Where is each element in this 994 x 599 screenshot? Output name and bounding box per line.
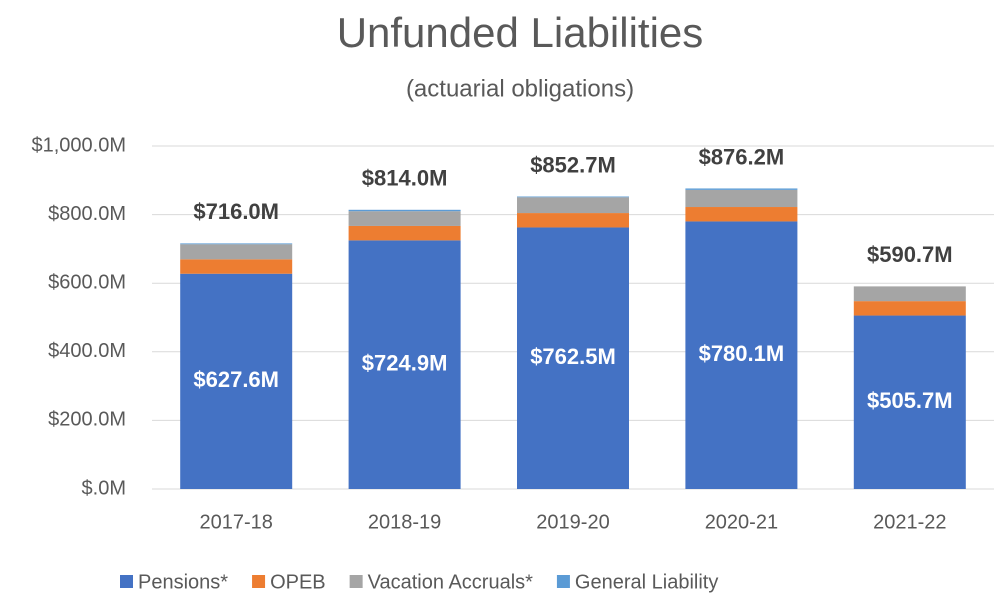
chart-title: Unfunded Liabilities bbox=[337, 9, 704, 56]
legend-label: Pensions* bbox=[138, 571, 228, 593]
bar-segment bbox=[180, 244, 293, 260]
legend-label: General Liability bbox=[575, 571, 718, 593]
legend-label: Vacation Accruals* bbox=[368, 571, 533, 593]
x-tick-label: 2021-22 bbox=[873, 511, 946, 533]
y-tick-label: $200.0M bbox=[48, 409, 126, 431]
total-label: $876.2M bbox=[699, 144, 785, 169]
bar-segment bbox=[180, 273, 293, 489]
chart-subtitle: (actuarial obligations) bbox=[406, 75, 634, 102]
total-label: $814.0M bbox=[362, 166, 448, 191]
bar-segment bbox=[348, 225, 461, 241]
legend-swatch bbox=[349, 575, 363, 588]
y-tick-label: $800.0M bbox=[48, 203, 126, 225]
bar-segment bbox=[517, 227, 629, 489]
x-tick-label: 2019-20 bbox=[536, 511, 609, 533]
bar-segment bbox=[685, 207, 798, 222]
bar-segment bbox=[853, 301, 966, 316]
bar-segment bbox=[180, 243, 293, 245]
bar-segment bbox=[517, 197, 629, 214]
total-label: $852.7M bbox=[530, 152, 616, 177]
value-label: $505.7M bbox=[867, 388, 953, 413]
value-label: $780.1M bbox=[699, 341, 785, 366]
bar-segment bbox=[517, 213, 629, 228]
y-tick-label: $1,000.0M bbox=[31, 134, 126, 156]
x-tick-label: 2017-18 bbox=[199, 511, 272, 533]
legend-label: OPEB bbox=[270, 571, 326, 593]
bar-segment bbox=[685, 189, 798, 208]
legend-swatch bbox=[120, 575, 133, 588]
value-label: $762.5M bbox=[530, 344, 616, 369]
x-tick-label: 2018-19 bbox=[368, 511, 441, 533]
total-label: $716.0M bbox=[193, 199, 279, 224]
bar-segment bbox=[853, 315, 966, 489]
bar-segment bbox=[685, 221, 798, 489]
bar-segment bbox=[685, 188, 798, 190]
bar-segment bbox=[180, 259, 293, 274]
x-tick-label: 2020-21 bbox=[705, 511, 778, 533]
bar-segment bbox=[853, 286, 966, 302]
bar-segment bbox=[348, 209, 461, 212]
bar-segment bbox=[348, 240, 461, 489]
bar-segment bbox=[348, 211, 461, 226]
y-tick-label: $600.0M bbox=[48, 271, 126, 293]
legend-swatch bbox=[252, 575, 266, 588]
total-label: $590.7M bbox=[867, 242, 953, 267]
y-tick-label: $400.0M bbox=[48, 340, 126, 362]
y-tick-label: $.0M bbox=[82, 477, 126, 499]
value-label: $724.9M bbox=[362, 350, 448, 375]
legend-swatch bbox=[556, 575, 570, 588]
value-label: $627.6M bbox=[193, 367, 279, 392]
bar-segment bbox=[517, 196, 629, 198]
